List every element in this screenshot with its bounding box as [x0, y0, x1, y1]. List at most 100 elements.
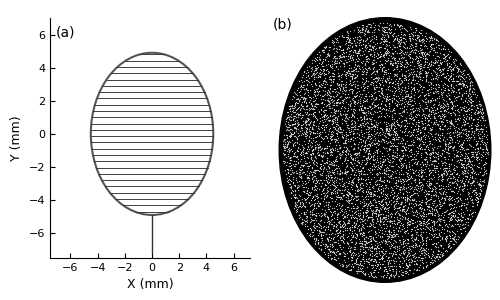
- Point: [380, 154, 388, 159]
- Point: [377, 249, 385, 254]
- Point: [340, 144, 348, 149]
- Point: [314, 245, 322, 250]
- Point: [352, 202, 360, 207]
- Point: [449, 131, 457, 136]
- Point: [468, 166, 475, 171]
- Point: [320, 92, 328, 96]
- Point: [478, 173, 486, 178]
- Point: [334, 89, 342, 94]
- Point: [418, 206, 426, 210]
- Point: [312, 224, 320, 229]
- Point: [297, 102, 305, 107]
- Point: [324, 236, 332, 241]
- Point: [402, 118, 410, 123]
- Point: [392, 272, 400, 277]
- Point: [476, 114, 484, 118]
- Point: [416, 102, 424, 107]
- Point: [446, 150, 454, 155]
- Point: [356, 176, 364, 180]
- Point: [409, 105, 417, 110]
- Point: [339, 47, 347, 52]
- Point: [295, 142, 303, 147]
- Point: [378, 216, 386, 221]
- Point: [326, 227, 334, 232]
- Point: [362, 161, 370, 166]
- Point: [452, 133, 460, 137]
- Point: [368, 66, 376, 71]
- Point: [382, 96, 390, 101]
- Point: [376, 139, 384, 143]
- Point: [296, 197, 304, 202]
- Point: [387, 237, 395, 242]
- Point: [432, 244, 440, 248]
- Point: [304, 191, 312, 196]
- Point: [424, 192, 432, 197]
- Point: [398, 59, 406, 64]
- Point: [400, 109, 407, 114]
- Point: [404, 249, 411, 254]
- Point: [374, 178, 382, 183]
- Point: [330, 249, 338, 254]
- Point: [324, 252, 332, 257]
- Point: [314, 203, 322, 208]
- Point: [340, 145, 348, 150]
- Point: [394, 80, 402, 85]
- Point: [398, 135, 406, 140]
- Point: [472, 128, 480, 133]
- Point: [425, 52, 433, 57]
- Point: [400, 145, 408, 150]
- Point: [340, 109, 348, 113]
- Point: [286, 117, 294, 122]
- Point: [388, 88, 396, 93]
- Point: [306, 107, 314, 112]
- Point: [366, 194, 374, 198]
- Point: [312, 237, 320, 242]
- Point: [412, 254, 420, 259]
- Point: [434, 161, 442, 166]
- Point: [410, 186, 418, 191]
- Point: [308, 212, 316, 217]
- Point: [390, 73, 398, 77]
- Point: [446, 137, 454, 142]
- Point: [444, 244, 452, 249]
- Point: [412, 54, 420, 59]
- Point: [392, 194, 400, 199]
- Point: [374, 213, 382, 218]
- Point: [404, 94, 411, 98]
- Point: [286, 134, 294, 139]
- Point: [464, 90, 472, 95]
- Point: [424, 184, 432, 189]
- Point: [320, 203, 328, 208]
- Point: [332, 225, 340, 230]
- Point: [401, 177, 409, 182]
- Point: [300, 97, 308, 102]
- Point: [334, 82, 342, 87]
- Point: [432, 117, 440, 122]
- Point: [430, 258, 438, 263]
- Point: [431, 188, 439, 193]
- Point: [454, 131, 462, 136]
- Point: [354, 208, 362, 213]
- Point: [468, 150, 476, 155]
- Point: [428, 232, 436, 237]
- Point: [395, 205, 403, 209]
- Point: [304, 156, 312, 161]
- Point: [424, 226, 432, 230]
- Point: [408, 167, 416, 171]
- Point: [306, 94, 314, 99]
- Point: [302, 215, 310, 220]
- Point: [405, 250, 413, 255]
- Point: [321, 89, 329, 94]
- Point: [376, 92, 384, 97]
- Point: [306, 191, 314, 196]
- Point: [316, 227, 324, 232]
- Point: [315, 144, 323, 149]
- Point: [467, 79, 475, 84]
- Point: [312, 93, 320, 98]
- Point: [448, 236, 456, 241]
- Point: [368, 92, 376, 97]
- Point: [396, 141, 404, 146]
- Point: [362, 160, 370, 164]
- Point: [407, 148, 415, 152]
- Point: [456, 217, 464, 221]
